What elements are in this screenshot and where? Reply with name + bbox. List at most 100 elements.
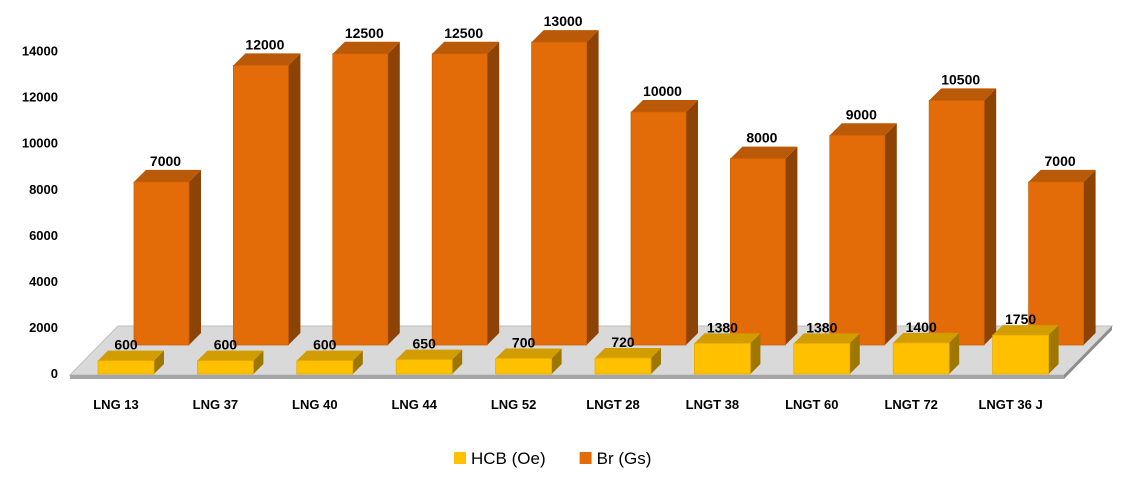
bar-front <box>196 360 254 375</box>
bar-side <box>288 53 301 346</box>
bar-side <box>984 88 997 345</box>
bar-hcb-oe-lngt-38 <box>694 333 761 375</box>
y-axis: 0 2000 4000 6000 8000 10000 12000 14000 <box>22 44 58 381</box>
bar-hcb-oe-lng-40 <box>296 350 363 375</box>
data-label-br-gs: 10500 <box>941 71 980 87</box>
bar-top <box>694 333 761 344</box>
y-tick-label: 14000 <box>22 44 58 59</box>
bar-front <box>1028 181 1084 346</box>
bar-br-gs-lng-52 <box>531 30 599 346</box>
x-tick-label: LNG 52 <box>491 397 537 412</box>
bar-front <box>531 41 587 346</box>
bar-top <box>929 88 997 101</box>
data-label-hcb-oe: 600 <box>313 337 337 353</box>
legend-swatch-hcb-oe <box>454 452 466 464</box>
bar-br-gs-lng-37 <box>232 53 301 346</box>
y-tick-label: 12000 <box>22 90 58 105</box>
bar-front <box>133 181 190 346</box>
bar-side <box>487 41 500 345</box>
bar-front <box>928 99 985 346</box>
bar-hcb-oe-lng-52 <box>495 348 562 375</box>
bar-front <box>395 359 453 375</box>
bar-top <box>233 53 301 66</box>
data-label-br-gs: 8000 <box>746 130 777 146</box>
bar-side <box>1083 169 1096 345</box>
bar-front <box>594 357 652 375</box>
bar-front <box>296 360 354 375</box>
y-tick-label: 6000 <box>29 228 58 243</box>
data-label-br-gs: 13000 <box>544 13 583 29</box>
bar-br-gs-lng-44 <box>431 41 500 346</box>
bar-br-gs-lngt-72 <box>928 88 997 346</box>
bar-hcb-oe-lngt-60 <box>793 333 860 375</box>
bar-side <box>189 169 201 345</box>
bar-top <box>531 30 599 43</box>
bar-top <box>432 41 500 54</box>
x-tick-label: LNG 37 <box>193 397 239 412</box>
bar-top <box>197 350 264 361</box>
bar-side <box>387 41 400 345</box>
legend-swatch-br-gs <box>579 452 592 464</box>
data-label-br-gs: 12500 <box>444 25 483 41</box>
bar-hcb-oe-lng-44 <box>395 349 463 375</box>
bar-top <box>98 350 164 361</box>
bar-hcb-oe-lngt-36-j <box>992 325 1059 375</box>
bar-side <box>884 123 897 345</box>
legend-label-br-gs: Br (Gs) <box>597 449 652 468</box>
series-br-gs <box>133 30 1096 346</box>
bar-hcb-oe-lng-13 <box>97 350 164 375</box>
bar-side <box>750 333 761 374</box>
data-label-hcb-oe: 600 <box>214 337 238 353</box>
bar-side <box>686 100 698 345</box>
data-label-hcb-oe: 720 <box>611 334 635 350</box>
bar-side <box>849 333 860 374</box>
bar-front <box>232 65 289 346</box>
x-tick-label: LNG 13 <box>93 397 139 412</box>
bar-hcb-oe-lngt-72 <box>892 332 960 375</box>
bar-front <box>694 342 751 375</box>
data-label-br-gs: 7000 <box>150 153 181 169</box>
data-label-hcb-oe: 650 <box>413 336 437 352</box>
bar-top <box>730 146 798 159</box>
series-hcb-oe <box>97 325 1059 375</box>
bar-front <box>97 360 155 375</box>
bar-br-gs-lng-13 <box>133 169 201 346</box>
y-tick-label: 0 <box>51 366 58 381</box>
data-label-hcb-oe: 1400 <box>906 319 937 335</box>
floor-edge <box>70 375 1064 379</box>
bar-br-gs-lng-40 <box>332 41 400 346</box>
data-label-hcb-oe: 1380 <box>707 319 738 335</box>
legend: HCB (Oe) Br (Gs) <box>454 449 651 468</box>
bar-front <box>793 342 851 375</box>
bar-top <box>595 348 661 359</box>
bar-hcb-oe-lngt-28 <box>594 348 661 375</box>
bar-top <box>332 41 400 54</box>
bar-front <box>630 111 687 346</box>
bar-side <box>253 350 264 374</box>
bar-side <box>1048 325 1059 374</box>
bar-side <box>154 350 164 374</box>
bar-top <box>134 169 201 182</box>
y-tick-label: 10000 <box>22 136 58 151</box>
legend-label-hcb-oe: HCB (Oe) <box>471 449 546 468</box>
bar-side <box>551 348 562 374</box>
bar-top <box>296 350 363 361</box>
x-tick-label: LNGT 72 <box>884 397 937 412</box>
data-label-br-gs: 12000 <box>245 36 284 52</box>
bar-front <box>730 158 786 346</box>
bar-top <box>631 100 698 112</box>
x-axis: LNG 13 LNG 37 LNG 40 LNG 44 LNG 52 LNGT 28 LNG… <box>93 397 1043 412</box>
bar-top <box>893 332 960 343</box>
x-tick-label: LNG 44 <box>391 397 437 412</box>
bar-br-gs-lngt-60 <box>829 123 897 346</box>
x-tick-label: LNGT 60 <box>785 397 838 412</box>
bar-side <box>452 349 463 374</box>
x-tick-label: LNGT 36 J <box>978 397 1042 412</box>
bar-br-gs-lngt-38 <box>730 146 798 346</box>
floor-side <box>1064 326 1112 379</box>
bar-top <box>495 348 562 359</box>
bar-top <box>992 325 1059 336</box>
data-label-br-gs: 7000 <box>1045 153 1076 169</box>
data-label-hcb-oe: 1750 <box>1005 311 1036 327</box>
